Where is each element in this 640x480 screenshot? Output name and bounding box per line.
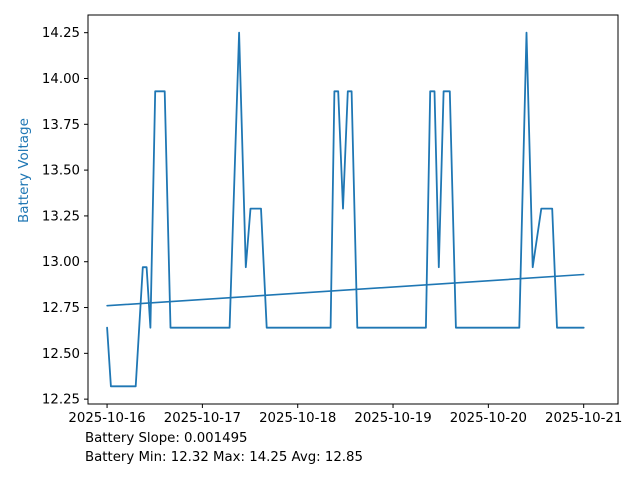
stat-min-max-avg-text: Battery Min: 12.32 Max: 14.25 Avg: 12.85 xyxy=(85,449,363,465)
battery-voltage-line xyxy=(106,31,585,388)
trend-line xyxy=(106,273,585,307)
y-tick-label: 12.25 xyxy=(42,393,80,408)
y-tick-label: 13.25 xyxy=(42,209,80,224)
x-tick-label: 2025-10-19 xyxy=(354,411,431,426)
y-tick-label: 13.00 xyxy=(42,255,80,270)
footer-stats: Battery Slope: 0.001495 Battery Min: 12.… xyxy=(85,430,363,467)
y-axis-label: Battery Voltage xyxy=(16,118,32,223)
axes-frame xyxy=(87,14,619,405)
x-tick-label: 2025-10-17 xyxy=(164,411,241,426)
x-tick-label: 2025-10-16 xyxy=(68,411,145,426)
x-tick-label: 2025-10-21 xyxy=(545,411,622,426)
y-tick-label: 12.75 xyxy=(42,301,80,316)
y-tick-label: 14.25 xyxy=(42,26,80,41)
y-tick-label: 13.50 xyxy=(42,164,80,179)
stat-slope-text: Battery Slope: 0.001495 xyxy=(85,431,248,446)
y-tick-label: 13.75 xyxy=(42,118,80,133)
x-tick-label: 2025-10-18 xyxy=(259,411,336,426)
x-tick-label: 2025-10-20 xyxy=(450,411,527,426)
y-tick-label: 12.50 xyxy=(42,347,80,362)
y-tick-label: 14.00 xyxy=(42,72,80,87)
